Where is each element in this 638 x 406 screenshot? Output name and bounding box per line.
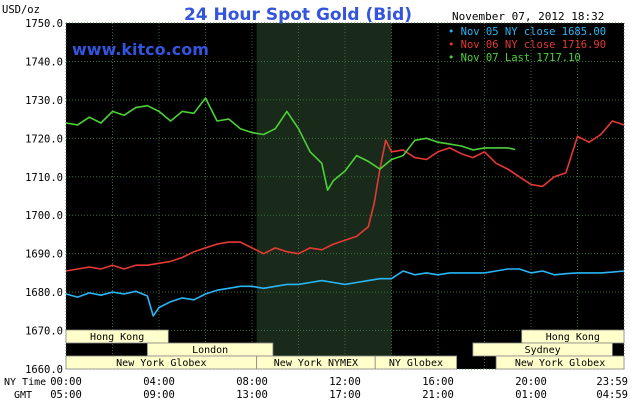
- x-tick-label-ny: 20:00: [515, 376, 547, 388]
- market-label: New York Globex: [116, 358, 206, 369]
- y-tick-label: 1670.0: [25, 326, 63, 338]
- x-tick-label-gmt: 01:00: [515, 389, 547, 401]
- shaded-session-band: [256, 23, 392, 369]
- y-tick-label: 1750.0: [25, 18, 63, 30]
- legend: • Nov 05 NY close 1685.00• Nov 06 NY clo…: [448, 26, 606, 64]
- chart-title: 24 Hour Spot Gold (Bid): [184, 5, 412, 25]
- timestamp: November 07, 2012 18:32: [452, 10, 604, 23]
- x-tick-label-ny: 08:00: [236, 376, 268, 388]
- x-tick-label-gmt: 17:00: [329, 389, 361, 401]
- y-tick-label: 1730.0: [25, 95, 63, 107]
- x-axis-tick-labels: 00:00 04:00 08:00 12:00 16:00 20:00 23:59 05:00…: [50, 376, 628, 401]
- gmt-axis-label: GMT: [14, 390, 32, 401]
- market-label: London: [192, 345, 228, 356]
- market-label: NY Globex: [389, 358, 443, 369]
- series-lines: [65, 97, 625, 317]
- legend-item-2: • Nov 06 NY close 1716.90: [448, 39, 606, 51]
- market-label: New York NYMEX: [274, 358, 358, 369]
- ny-time-axis-label: NY Time: [4, 377, 46, 388]
- market-session-bars: Hong Kong Hong Kong London Sydney New York G…: [65, 329, 625, 370]
- x-tick-label-gmt: 04:59: [596, 389, 628, 401]
- series-line-3: [65, 97, 516, 191]
- watermark-url: www.kitco.com: [72, 40, 209, 59]
- x-tick-label-ny: 04:00: [143, 376, 175, 388]
- y-axis-tick-labels: 1750.0 1740.0 1730.0 1720.0 1710.0 1700.0 1690…: [25, 18, 63, 376]
- market-label: Sydney: [525, 345, 561, 356]
- x-tick-label-ny: 16:00: [422, 376, 454, 388]
- shaded-band: [256, 23, 392, 369]
- x-tick-label-gmt: 13:00: [236, 389, 268, 401]
- x-tick-label-ny: 12:00: [329, 376, 361, 388]
- y-tick-label: 1720.0: [25, 133, 63, 145]
- grid-lines: [65, 22, 625, 370]
- market-bar: [374, 355, 458, 370]
- series-line-2: [65, 120, 625, 272]
- market-label: Hong Kong: [90, 332, 144, 343]
- x-tick-label-gmt: 21:00: [422, 389, 454, 401]
- x-tick-label-ny: 23:59: [596, 376, 628, 388]
- x-tick-label-ny: 00:00: [50, 376, 82, 388]
- legend-item-3: • Nov 07 Last 1717.10: [448, 52, 581, 64]
- y-tick-label: 1700.0: [25, 210, 63, 222]
- market-bar: [65, 329, 169, 344]
- market-label: Hong Kong: [546, 332, 600, 343]
- y-tick-label: 1660.0: [25, 364, 63, 376]
- x-tick-label-gmt: 09:00: [143, 389, 175, 401]
- y-axis-unit-label: USD/oz: [2, 4, 40, 16]
- y-tick-label: 1740.0: [25, 56, 63, 68]
- y-tick-label: 1690.0: [25, 249, 63, 261]
- y-tick-label: 1680.0: [25, 287, 63, 299]
- legend-item-1: • Nov 05 NY close 1685.00: [448, 26, 606, 38]
- market-bar: [495, 355, 625, 370]
- x-tick-label-gmt: 05:00: [50, 389, 82, 401]
- series-line-1: [65, 268, 625, 317]
- market-label: New York Globex: [515, 358, 605, 369]
- y-tick-label: 1710.0: [25, 172, 63, 184]
